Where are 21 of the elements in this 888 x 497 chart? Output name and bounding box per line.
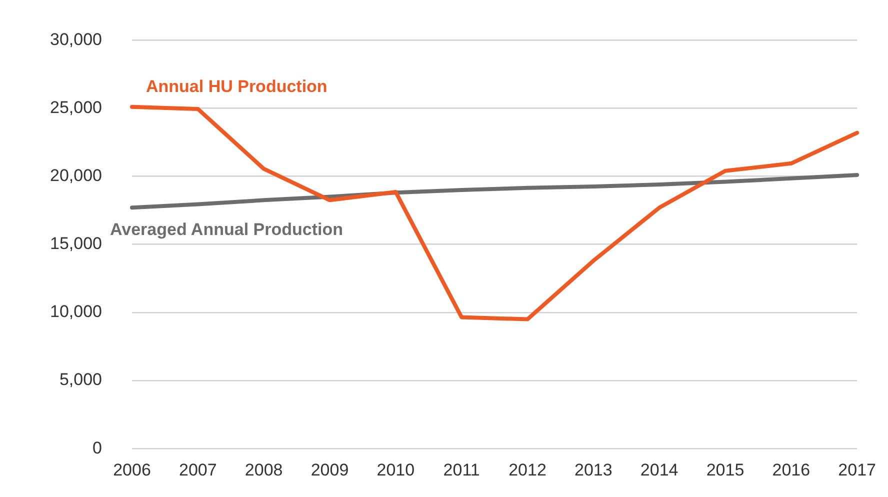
y-tick-label: 25,000 bbox=[50, 98, 102, 117]
x-tick-label: 2015 bbox=[706, 460, 744, 480]
x-tick-label: 2014 bbox=[640, 460, 678, 480]
x-tick-label: 2008 bbox=[244, 460, 283, 480]
y-tick-label: 30,000 bbox=[50, 30, 102, 49]
y-tick-label: 20,000 bbox=[50, 166, 102, 186]
x-tick-label: 2012 bbox=[508, 460, 546, 480]
y-tick-label: 10,000 bbox=[50, 302, 102, 322]
y-tick-label: 0 bbox=[92, 438, 102, 458]
y-tick-label: 5,000 bbox=[59, 370, 102, 390]
x-tick-label: 2010 bbox=[376, 460, 415, 480]
y-tick-label: 15,000 bbox=[50, 234, 102, 254]
series-label: Averaged Annual Production bbox=[110, 220, 343, 239]
x-tick-label: 2017 bbox=[838, 460, 876, 480]
x-tick-label: 2009 bbox=[310, 460, 349, 480]
x-tick-label: 2016 bbox=[772, 460, 810, 480]
x-tick-label: 2006 bbox=[113, 460, 151, 480]
series-label: Annual HU Production bbox=[146, 77, 328, 96]
x-tick-label: 2007 bbox=[179, 460, 217, 480]
x-tick-label: 2011 bbox=[443, 460, 480, 480]
x-tick-label: 2013 bbox=[574, 460, 612, 480]
